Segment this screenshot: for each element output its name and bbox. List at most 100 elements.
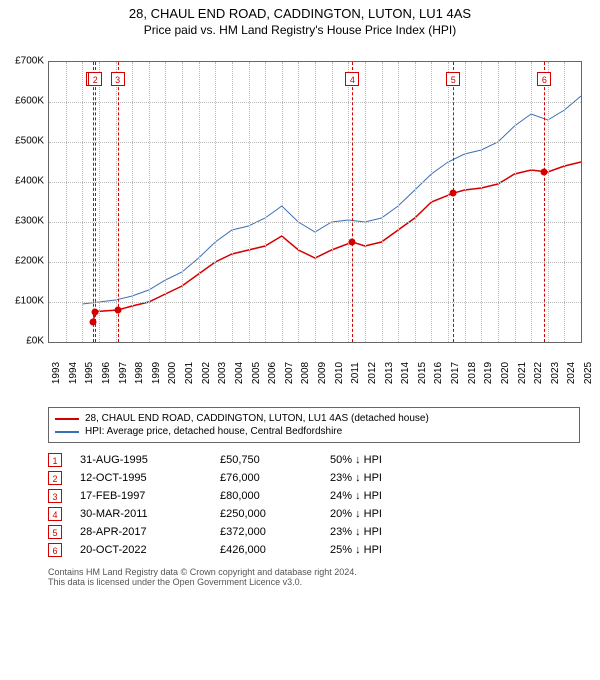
gridline-v: [332, 62, 333, 342]
legend-label: 28, CHAUL END ROAD, CADDINGTON, LUTON, L…: [85, 413, 429, 424]
sale-marker-num: 4: [345, 72, 359, 86]
xtick-label: 2024: [566, 362, 577, 384]
sale-price: £250,000: [220, 508, 330, 520]
sale-data-point: [349, 239, 356, 246]
gridline-v: [199, 62, 200, 342]
sale-row: 430-MAR-2011£250,00020% ↓ HPI: [48, 505, 580, 523]
sale-marker-line: [352, 62, 353, 342]
xtick-label: 2018: [467, 362, 478, 384]
chart-title: 28, CHAUL END ROAD, CADDINGTON, LUTON, L…: [0, 0, 600, 21]
ytick-label: £700K: [0, 56, 44, 67]
sale-price: £426,000: [220, 544, 330, 556]
gridline-v: [182, 62, 183, 342]
xtick-label: 1998: [134, 362, 145, 384]
gridline-v: [165, 62, 166, 342]
gridline-v: [116, 62, 117, 342]
sales-table: 1 31-AUG-1995£50,75050% ↓ HPI 2 12-OCT-1995…: [48, 451, 580, 559]
sale-diff: 50% ↓ HPI: [330, 454, 580, 466]
legend-row: 28, CHAUL END ROAD, CADDINGTON, LUTON, L…: [55, 412, 573, 425]
xtick-label: 1994: [68, 362, 79, 384]
sale-row: 528-APR-2017£372,00023% ↓ HPI: [48, 523, 580, 541]
ytick-label: £200K: [0, 256, 44, 267]
xtick-label: 1999: [151, 362, 162, 384]
sale-diff: 23% ↓ HPI: [330, 526, 580, 538]
xtick-label: 2016: [433, 362, 444, 384]
xtick-label: 2023: [550, 362, 561, 384]
xtick-label: 2019: [483, 362, 494, 384]
plot-wrap: 123456 £0K£100K£200K£300K£400K£500K£600K…: [0, 41, 600, 401]
chart-subtitle: Price paid vs. HM Land Registry's House …: [0, 21, 600, 41]
sale-diff: 20% ↓ HPI: [330, 508, 580, 520]
sale-date: 20-OCT-2022: [80, 544, 220, 556]
gridline-v: [382, 62, 383, 342]
gridline-v: [531, 62, 532, 342]
sale-num-box: 1: [48, 453, 62, 467]
sale-marker-line: [453, 62, 454, 342]
sale-marker-line: [544, 62, 545, 342]
sale-price: £50,750: [220, 454, 330, 466]
sale-num-box: 6: [48, 543, 62, 557]
sale-date: 31-AUG-1995: [80, 454, 220, 466]
xtick-label: 2012: [367, 362, 378, 384]
xtick-label: 2002: [201, 362, 212, 384]
sale-date: 30-MAR-2011: [80, 508, 220, 520]
gridline-v: [498, 62, 499, 342]
gridline-v: [481, 62, 482, 342]
gridline-v: [298, 62, 299, 342]
ytick-label: £100K: [0, 296, 44, 307]
sale-data-point: [92, 308, 99, 315]
sale-diff: 25% ↓ HPI: [330, 544, 580, 556]
ytick-label: £0K: [0, 336, 44, 347]
legend-swatch: [55, 431, 79, 433]
legend: 28, CHAUL END ROAD, CADDINGTON, LUTON, L…: [48, 407, 580, 443]
sale-num-box: 5: [48, 525, 62, 539]
xtick-label: 2015: [417, 362, 428, 384]
footer: Contains HM Land Registry data © Crown c…: [48, 567, 580, 587]
gridline-v: [431, 62, 432, 342]
gridline-v: [265, 62, 266, 342]
legend-row: HPI: Average price, detached house, Cent…: [55, 425, 573, 438]
sale-data-point: [450, 190, 457, 197]
xtick-label: 1997: [118, 362, 129, 384]
xtick-label: 2004: [234, 362, 245, 384]
sale-num-box: 3: [48, 489, 62, 503]
sale-price: £372,000: [220, 526, 330, 538]
sale-num-box: 2: [48, 471, 62, 485]
sale-row: 6 20-OCT-2022£426,00025% ↓ HPI: [48, 541, 580, 559]
gridline-v: [548, 62, 549, 342]
gridline-v: [249, 62, 250, 342]
chart-container: 28, CHAUL END ROAD, CADDINGTON, LUTON, L…: [0, 0, 600, 587]
xtick-label: 2011: [350, 362, 361, 384]
xtick-label: 2005: [251, 362, 262, 384]
sale-row: 1 31-AUG-1995£50,75050% ↓ HPI: [48, 451, 580, 469]
sale-date: 17-FEB-1997: [80, 490, 220, 502]
ytick-label: £600K: [0, 96, 44, 107]
xtick-label: 2003: [217, 362, 228, 384]
xtick-label: 1995: [84, 362, 95, 384]
xtick-label: 2001: [184, 362, 195, 384]
xtick-label: 2025: [583, 362, 594, 384]
plot-area: 123456: [48, 61, 582, 343]
gridline-v: [149, 62, 150, 342]
ytick-label: £400K: [0, 176, 44, 187]
gridline-v: [465, 62, 466, 342]
sale-marker-num: 3: [111, 72, 125, 86]
sale-marker-num: 2: [88, 72, 102, 86]
xtick-label: 2010: [334, 362, 345, 384]
gridline-v: [415, 62, 416, 342]
gridline-v: [282, 62, 283, 342]
sale-date: 12-OCT-1995: [80, 472, 220, 484]
sale-price: £80,000: [220, 490, 330, 502]
sale-diff: 24% ↓ HPI: [330, 490, 580, 502]
xtick-label: 2017: [450, 362, 461, 384]
gridline-v: [365, 62, 366, 342]
footer-line-2: This data is licensed under the Open Gov…: [48, 577, 580, 587]
gridline-v: [315, 62, 316, 342]
sale-marker-num: 5: [446, 72, 460, 86]
xtick-label: 1996: [101, 362, 112, 384]
xtick-label: 2009: [317, 362, 328, 384]
ytick-label: £300K: [0, 216, 44, 227]
xtick-label: 2006: [267, 362, 278, 384]
xtick-label: 2013: [384, 362, 395, 384]
legend-swatch: [55, 418, 79, 420]
